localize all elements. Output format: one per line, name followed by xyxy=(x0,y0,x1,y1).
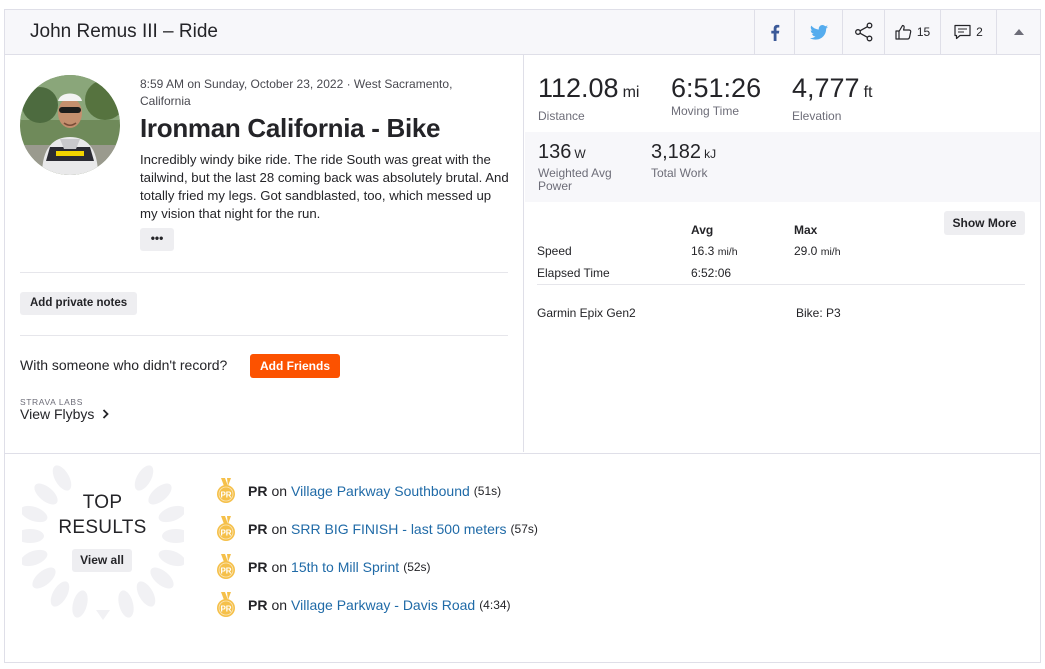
result-badge: PR xyxy=(248,521,268,537)
view-flybys-link[interactable]: View Flybys xyxy=(20,406,110,422)
show-more-button[interactable]: Show More xyxy=(944,211,1025,235)
pr-medal-icon: PR xyxy=(217,554,235,579)
divider xyxy=(537,284,1025,285)
stat-label: Total Work xyxy=(651,166,708,180)
laurel-wreath-icon xyxy=(22,465,184,620)
share-button[interactable] xyxy=(842,10,884,54)
header-actions: 15 2 xyxy=(754,10,1040,54)
pr-medal-icon: PR xyxy=(217,516,235,541)
bike-name[interactable]: Bike: P3 xyxy=(796,306,841,320)
facebook-icon xyxy=(770,24,779,41)
strava-labs-label: STRAVA LABS xyxy=(20,397,83,407)
segment-link[interactable]: Village Parkway Southbound xyxy=(291,483,470,499)
activity-card: John Remus III – Ride 15 2 xyxy=(4,9,1041,663)
svg-text:PR: PR xyxy=(220,605,231,614)
top-results-title: TOP RESULTS xyxy=(58,492,147,538)
row-label: Elapsed Time xyxy=(537,266,610,280)
avg-header: Avg xyxy=(691,223,714,237)
activity-meta: 8:59 AM on Sunday, October 23, 2022 · We… xyxy=(140,77,453,108)
max-header: Max xyxy=(794,223,818,237)
activity-summary: 8:59 AM on Sunday, October 23, 2022 · We… xyxy=(5,55,524,452)
share-icon xyxy=(854,22,872,42)
result-time: (52s) xyxy=(403,560,431,574)
segment-link[interactable]: Village Parkway - Davis Road xyxy=(291,597,476,613)
stat-label: Distance xyxy=(538,109,585,123)
caret-up-icon xyxy=(1013,29,1024,35)
activity-description: Incredibly windy bike ride. The ride Sou… xyxy=(140,152,509,221)
twitter-share-button[interactable] xyxy=(794,10,842,54)
result-time: (57s) xyxy=(510,522,538,536)
result-badge: PR xyxy=(248,483,268,499)
stat-value: 136 xyxy=(538,141,572,163)
chevron-right-icon xyxy=(103,409,110,419)
activity-title: Ironman California - Bike xyxy=(140,113,441,143)
result-badge: PR xyxy=(248,597,268,613)
result-row: PR PR on SRR BIG FINISH - last 500 meter… xyxy=(216,515,538,543)
stat-moving-time: 6:51:26 Moving Time xyxy=(671,73,761,118)
stat-value: 4,777 xyxy=(792,73,860,103)
kudos-count: 15 xyxy=(916,25,931,39)
pr-medal-icon: PR xyxy=(217,478,235,503)
result-row: PR PR on Village Parkway - Davis Road (4… xyxy=(216,591,511,619)
comment-icon xyxy=(954,24,971,40)
result-time: (51s) xyxy=(473,484,502,498)
add-friends-button[interactable]: Add Friends xyxy=(250,354,341,378)
comments-count: 2 xyxy=(976,25,983,39)
speed-avg: 16.3 mi/h xyxy=(691,244,738,258)
elapsed-time-value: 6:52:06 xyxy=(691,266,732,280)
divider xyxy=(20,272,508,273)
stat-unit: kJ xyxy=(704,147,717,161)
stat-distance: 112.08 mi Distance xyxy=(538,73,639,123)
more-options-button[interactable]: ••• xyxy=(140,228,174,251)
stat-unit: mi xyxy=(622,84,640,101)
segment-link[interactable]: SRR BIG FINISH - last 500 meters xyxy=(291,521,507,537)
athlete-photo xyxy=(20,75,120,175)
segment-link[interactable]: 15th to Mill Sprint xyxy=(291,559,400,575)
with-someone-text: With someone who didn't record? xyxy=(20,357,228,373)
result-row: PR PR on 15th to Mill Sprint (52s) xyxy=(216,553,431,581)
result-badge: PR xyxy=(248,559,268,575)
stat-total-work: 3,182 kJ Total Work xyxy=(651,140,716,180)
stat-label: Elevation xyxy=(792,109,842,123)
speed-max: 29.0 mi/h xyxy=(794,244,841,258)
device-name: Garmin Epix Gen2 xyxy=(537,306,636,320)
kudos-button[interactable]: 15 xyxy=(884,10,940,54)
stat-unit: W xyxy=(574,147,586,161)
facebook-share-button[interactable] xyxy=(754,10,794,54)
stat-unit: ft xyxy=(863,84,873,101)
view-all-button[interactable]: View all xyxy=(72,549,132,572)
twitter-icon xyxy=(809,24,828,40)
pr-medal-icon: PR xyxy=(217,592,235,617)
activity-stats: 112.08 mi Distance 6:51:26 Moving Time 4,… xyxy=(525,55,1040,452)
secondary-stats: 136 W Weighted Avg Power 3,182 kJ Total Wo… xyxy=(525,132,1040,202)
svg-text:PR: PR xyxy=(220,567,231,576)
thumbs-up-icon xyxy=(895,24,912,40)
comments-button[interactable]: 2 xyxy=(940,10,996,54)
stat-value: 6:51:26 xyxy=(671,73,762,103)
activity-header: John Remus III – Ride 15 2 xyxy=(5,10,1040,55)
view-flybys-label: View Flybys xyxy=(20,406,95,422)
collapse-button[interactable] xyxy=(996,10,1040,54)
svg-text:PR: PR xyxy=(220,491,231,500)
stat-value: 112.08 xyxy=(538,73,619,103)
add-private-notes-button[interactable]: Add private notes xyxy=(20,292,138,315)
stat-label: Weighted Avg Power xyxy=(538,166,612,193)
stat-label: Moving Time xyxy=(671,104,740,118)
divider xyxy=(20,335,508,336)
stat-value: 3,182 xyxy=(651,141,702,163)
result-row: PR PR on Village Parkway Southbound (51s… xyxy=(216,477,501,505)
avatar[interactable] xyxy=(20,75,120,175)
row-label: Speed xyxy=(537,244,572,258)
stat-elevation: 4,777 ft Elevation xyxy=(792,73,872,123)
page-title: John Remus III – Ride xyxy=(30,21,218,42)
stat-weighted-power: 136 W Weighted Avg Power xyxy=(538,140,638,193)
result-time: (4:34) xyxy=(479,598,511,612)
top-results-section: TOP RESULTS View all PR PR on Village Pa… xyxy=(5,453,1040,663)
svg-text:PR: PR xyxy=(220,529,231,538)
